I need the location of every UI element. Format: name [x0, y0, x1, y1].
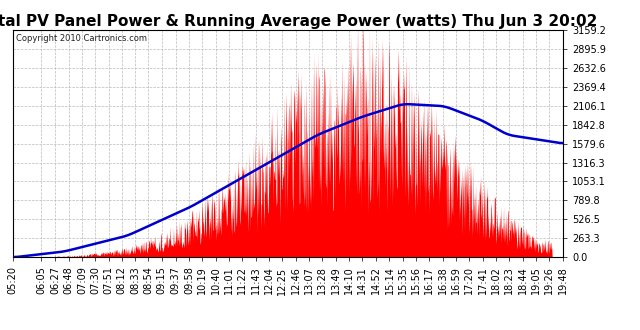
Title: Total PV Panel Power & Running Average Power (watts) Thu Jun 3 20:02: Total PV Panel Power & Running Average P… — [0, 14, 597, 28]
Text: Copyright 2010 Cartronics.com: Copyright 2010 Cartronics.com — [15, 34, 147, 43]
